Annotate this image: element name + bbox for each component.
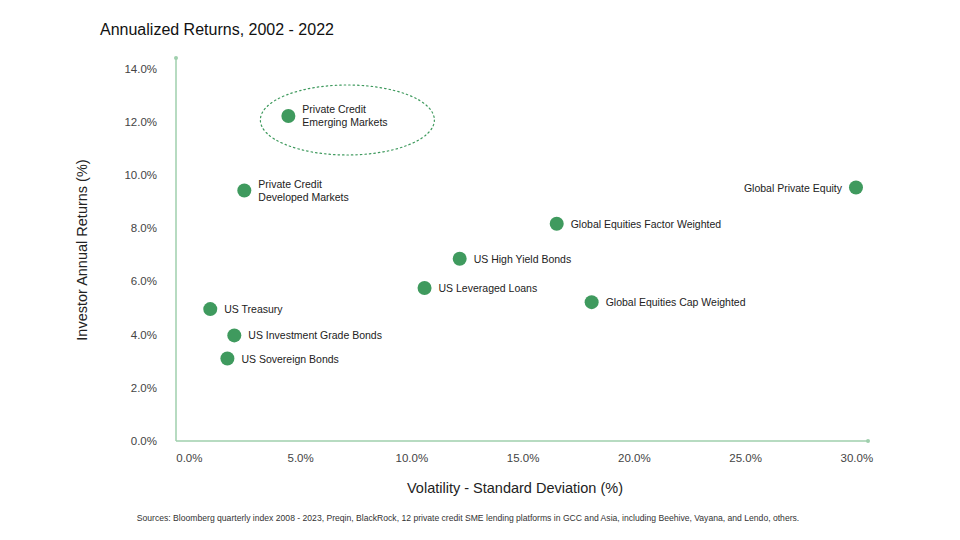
y-tick-label: 2.0%	[131, 382, 157, 394]
point	[237, 183, 251, 197]
point	[585, 295, 599, 309]
point	[227, 328, 241, 342]
point	[453, 252, 467, 266]
point-label: Global Equities Cap Weighted	[606, 296, 746, 308]
y-axis-label: Investor Annual Returns (%)	[74, 159, 90, 340]
point-label: Private Credit	[302, 103, 366, 115]
x-tick-label: 20.0%	[618, 452, 651, 464]
y-tick-label: 12.0%	[124, 116, 157, 128]
y-tick-label: 4.0%	[131, 329, 157, 341]
point-label: Global Equities Factor Weighted	[571, 218, 722, 230]
y-tick-label: 8.0%	[131, 222, 157, 234]
x-tick-label: 30.0%	[841, 452, 874, 464]
highlight-ellipse	[260, 85, 434, 155]
point-label: Private Credit	[258, 178, 322, 190]
x-tick-label: 10.0%	[396, 452, 429, 464]
axis-end	[866, 439, 870, 443]
points	[203, 109, 863, 366]
source-note: Sources: Bloomberg quarterly index 2008 …	[137, 513, 799, 523]
x-tick-label: 25.0%	[729, 452, 762, 464]
point-label: US Treasury	[224, 303, 283, 315]
point	[220, 352, 234, 366]
y-tick-label: 14.0%	[124, 63, 157, 75]
axis-end	[174, 56, 178, 60]
x-axis-line	[176, 440, 868, 442]
x-tick-label: 0.0%	[176, 452, 202, 464]
y-tick-label: 0.0%	[131, 435, 157, 447]
title: Annualized Returns, 2002 - 2022	[100, 21, 334, 38]
y-axis-line	[175, 58, 177, 441]
x-axis-label: Volatility - Standard Deviation (%)	[407, 480, 623, 496]
chart: Annualized Returns, 2002 - 2022 0.0% 2.0% 4…	[0, 0, 960, 540]
point	[281, 109, 295, 123]
point-label: US High Yield Bonds	[474, 253, 571, 265]
point-label: US Sovereign Bonds	[241, 353, 338, 365]
point-label: Global Private Equity	[744, 182, 843, 194]
x-tick-label: 5.0%	[287, 452, 313, 464]
point	[203, 302, 217, 316]
point	[418, 281, 432, 295]
point-label: US Investment Grade Bonds	[248, 329, 382, 341]
y-tick-label: 10.0%	[124, 169, 157, 181]
point	[849, 181, 863, 195]
point-label: Developed Markets	[258, 191, 348, 203]
x-tick-label: 15.0%	[507, 452, 540, 464]
point	[550, 217, 564, 231]
point-labels: Private CreditEmerging MarketsPrivate Cr…	[224, 103, 842, 364]
point-label: US Leveraged Loans	[439, 282, 538, 294]
point-label: Emerging Markets	[302, 116, 387, 128]
y-tick-label: 6.0%	[131, 275, 157, 287]
